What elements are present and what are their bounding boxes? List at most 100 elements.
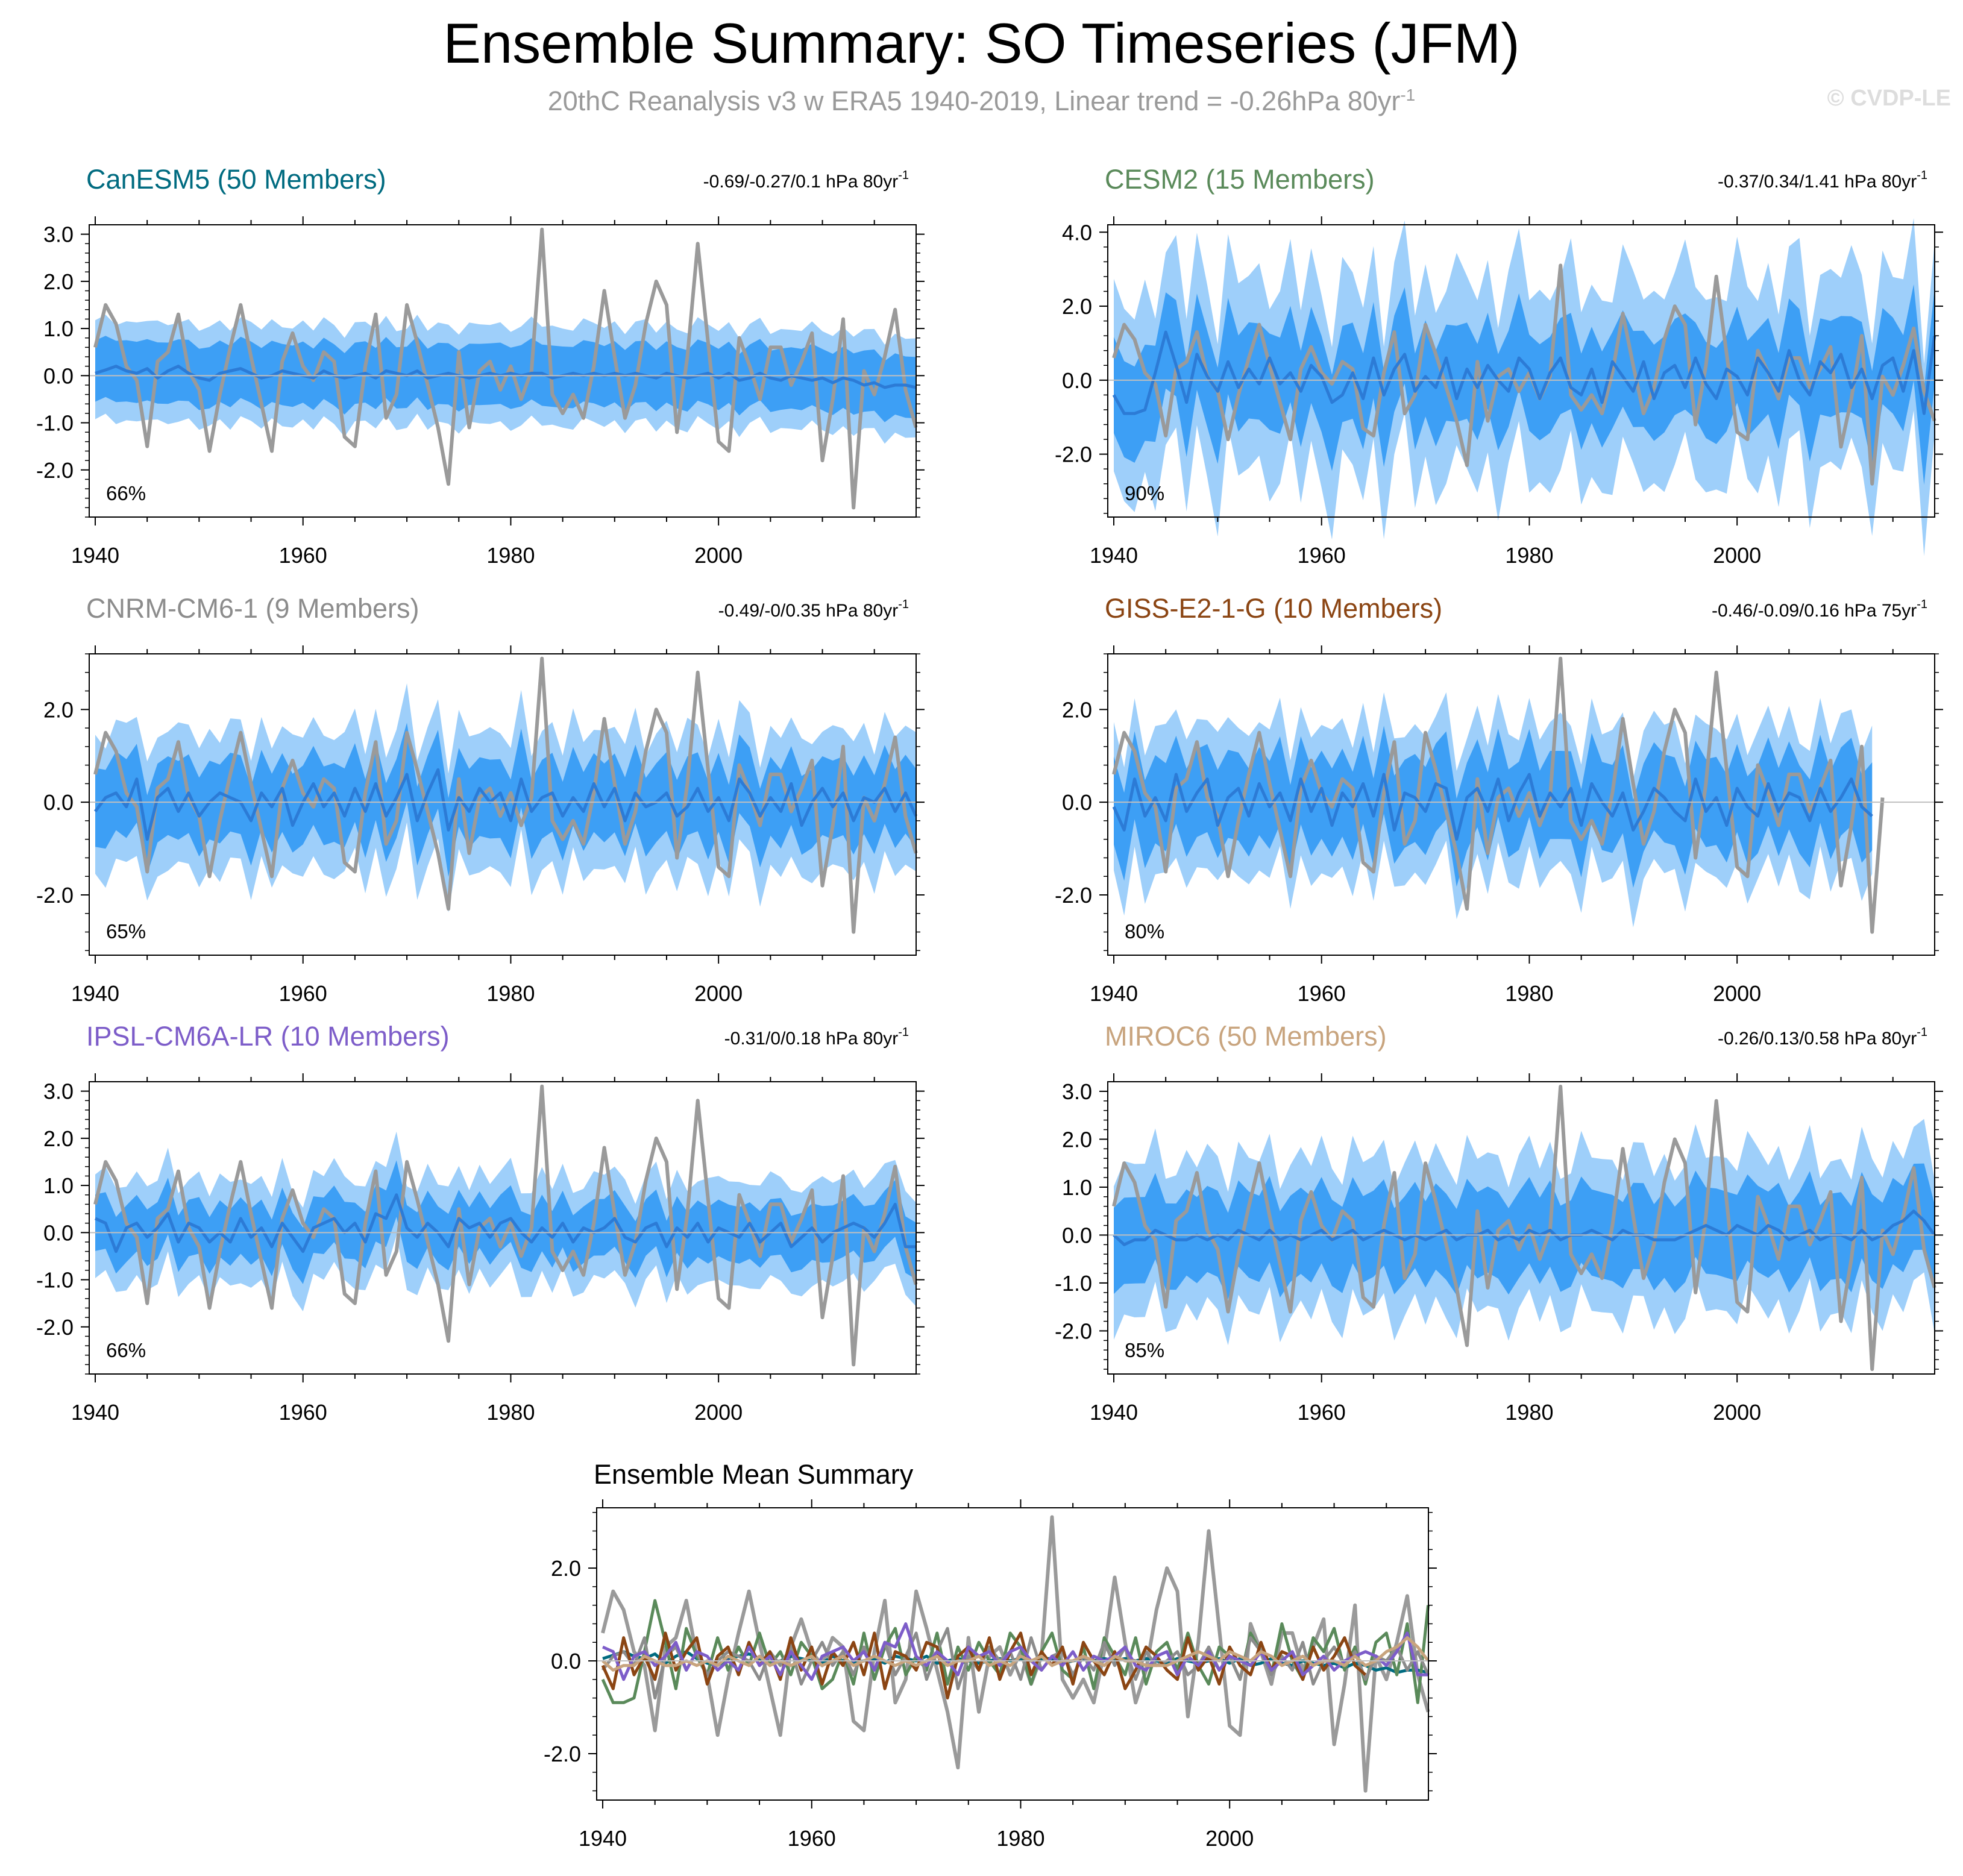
- panel-6-title: MIROC6 (50 Members): [1105, 1021, 1387, 1052]
- panel-4-y-tick-label: 2.0: [1062, 697, 1092, 722]
- panel-5-y-tick-label: 1.0: [43, 1173, 74, 1198]
- panel-6-stats-superscript: -1: [1917, 1026, 1927, 1039]
- panel-5-y-tick-label: -1.0: [36, 1268, 74, 1293]
- panel-1-x-tick-label: 2000: [694, 543, 743, 568]
- panel-1-stats: -0.69/-0.27/0.1 hPa 80yr-1: [703, 169, 909, 192]
- mean-summary-x-tick-label: 1980: [996, 1826, 1044, 1851]
- panel-3-stats-superscript: -1: [898, 598, 909, 611]
- panel-2-frame: [1107, 224, 1935, 518]
- panel-3-y-tick-label: 2.0: [43, 697, 74, 722]
- panel-5-x-tick-label: 1940: [71, 1400, 119, 1425]
- panel-3-stats-text: -0.49/-0/0.35 hPa 80yr: [718, 601, 899, 621]
- panel-3-title: CNRM-CM6-1 (9 Members): [86, 593, 419, 624]
- panel-4-y-tick-label: -2.0: [1055, 883, 1092, 908]
- panel-4-stats: -0.46/-0.09/0.16 hPa 75yr-1: [1712, 598, 1927, 621]
- panel-3-stats: -0.49/-0/0.35 hPa 80yr-1: [718, 598, 909, 621]
- panel-4-stats-superscript: -1: [1917, 598, 1927, 611]
- panel-1-y-tick-label: 2.0: [43, 269, 74, 294]
- panel-3-x-tick-label: 1960: [279, 981, 327, 1006]
- panel-1-frame: [89, 224, 917, 518]
- panel-5-title: IPSL-CM6A-LR (10 Members): [86, 1021, 450, 1052]
- panel-6-y-tick-label: -1.0: [1055, 1271, 1092, 1296]
- panel-4-title: GISS-E2-1-G (10 Members): [1105, 593, 1442, 624]
- mean-summary-y-tick-label: 0.0: [551, 1649, 581, 1674]
- panel-6-y-tick-label: 2.0: [1062, 1127, 1092, 1152]
- panel-6-stats: -0.26/0.13/0.58 hPa 80yr-1: [1718, 1026, 1927, 1049]
- panel-5-frame: [89, 1081, 917, 1375]
- mean-summary-y-tick-label: 2.0: [551, 1556, 581, 1581]
- mean-summary-x-tick-label: 1960: [788, 1826, 836, 1851]
- panel-1-y-tick-label: 1.0: [43, 316, 74, 341]
- panel-6-x-tick-label: 1940: [1090, 1400, 1138, 1425]
- panel-6-y-tick-label: 0.0: [1062, 1223, 1092, 1247]
- mean-summary-line-3: [601, 1627, 1430, 1700]
- panel-2-x-tick-label: 1940: [1090, 543, 1138, 568]
- panel-6-stats-text: -0.26/0.13/0.58 hPa 80yr: [1718, 1029, 1917, 1049]
- panel-1-stats-text: -0.69/-0.27/0.1 hPa 80yr: [703, 172, 899, 192]
- panel-1-x-tick-label: 1960: [279, 543, 327, 568]
- panel-5: -2.0 -1.0 0.0 1.0 2.0 3.0 1940 1960 1980 2000 IPSL…: [36, 1021, 925, 1425]
- panel-6-observed-line: [1112, 1085, 1936, 1371]
- panel-5-stats: -0.31/0/0.18 hPa 80yr-1: [724, 1026, 909, 1049]
- panel-1-y-tick-label: 3.0: [43, 222, 74, 247]
- panel-5-percent-label: 66%: [106, 1339, 146, 1361]
- panel-1-y-tick-label: -2.0: [36, 458, 74, 483]
- panel-5-stats-text: -0.31/0/0.18 hPa 80yr: [724, 1029, 899, 1049]
- panel-6-inner-spread-band: [1114, 1163, 1935, 1299]
- panel-4-y-tick-label: 0.0: [1062, 790, 1092, 815]
- panel-6-percent-label: 85%: [1125, 1339, 1164, 1361]
- panel-2-x-tick-label: 1980: [1505, 543, 1553, 568]
- panel-6-y-tick-label: 1.0: [1062, 1175, 1092, 1200]
- panel-1-y-tick-label: -1.0: [36, 411, 74, 436]
- panel-2: -2.0 0.0 2.0 4.0 1940 1960 1980 2000 CESM2 (15 M…: [1055, 164, 1943, 568]
- panel-1-ensemble-mean-line: [95, 365, 917, 389]
- panel-6-x-tick-label: 1960: [1298, 1400, 1346, 1425]
- panel-1: -2.0 -1.0 0.0 1.0 2.0 3.0 1940 1960 1980 2000 CanE…: [36, 164, 925, 568]
- panel-1-observed-line: [93, 227, 918, 510]
- panel-3-x-tick-label: 1940: [71, 981, 119, 1006]
- panel-5-stats-superscript: -1: [898, 1026, 909, 1039]
- panel-4-x-tick-label: 2000: [1713, 981, 1761, 1006]
- mean-summary-line-5: [601, 1622, 1428, 1681]
- mean-summary-x-tick-label: 2000: [1205, 1826, 1254, 1851]
- panel-4-ensemble-mean-line: [1112, 773, 1873, 841]
- panel-1-title: CanESM5 (50 Members): [86, 164, 386, 195]
- panel-4: -2.0 0.0 2.0 1940 1960 1980 2000 GISS-E2-1-G (1…: [1055, 593, 1943, 1006]
- panel-1-stats-superscript: -1: [898, 169, 909, 182]
- panel-5-y-tick-label: 3.0: [43, 1079, 74, 1104]
- panel-6-y-tick-label: 3.0: [1062, 1079, 1092, 1104]
- panel-5-x-tick-label: 1960: [279, 1400, 327, 1425]
- panel-4-stats-text: -0.46/-0.09/0.16 hPa 75yr: [1712, 601, 1917, 621]
- panel-1-y-tick-label: 0.0: [43, 363, 74, 388]
- panel-2-y-tick-label: -2.0: [1055, 442, 1092, 467]
- panel-4-x-tick-label: 1940: [1090, 981, 1138, 1006]
- page-title: Ensemble Summary: SO Timeseries (JFM): [443, 11, 1520, 75]
- panel-4-x-tick-label: 1980: [1505, 981, 1553, 1006]
- panel-6: -2.0 -1.0 0.0 1.0 2.0 3.0 1940 1960 1980 2000 MIRO…: [1055, 1021, 1943, 1425]
- subtitle-text: 20thC Reanalysis v3 w ERA5 1940-2019, Li…: [547, 86, 1401, 116]
- copyright-watermark: © CVDP-LE: [1827, 86, 1951, 111]
- subtitle-superscript: -1: [1400, 86, 1416, 104]
- panel-2-x-tick-label: 1960: [1298, 543, 1346, 568]
- panel-2-y-tick-label: 2.0: [1062, 294, 1092, 319]
- mean-summary-y-tick-label: -2.0: [544, 1742, 581, 1766]
- panel-1-x-tick-label: 1940: [71, 543, 119, 568]
- panel-5-y-tick-label: 0.0: [43, 1220, 74, 1245]
- panel-3-x-tick-label: 1980: [486, 981, 535, 1006]
- mean-summary-frame: [596, 1507, 1429, 1801]
- panel-6-frame: [1107, 1081, 1935, 1375]
- panel-3: -2.0 0.0 2.0 1940 1960 1980 2000 CNRM-CM6-1 (9 …: [36, 593, 925, 1006]
- panel-3-frame: [89, 653, 917, 956]
- panel-6-x-tick-label: 2000: [1713, 1400, 1761, 1425]
- panel-5-y-tick-label: 2.0: [43, 1126, 74, 1151]
- panel-3-y-tick-label: 0.0: [43, 790, 74, 815]
- panel-2-y-tick-label: 0.0: [1062, 368, 1092, 393]
- panel-2-stats-text: -0.37/0.34/1.41 hPa 80yr: [1718, 172, 1917, 192]
- panel-4-frame: [1107, 653, 1935, 956]
- panel-4-inner-spread-band: [1114, 726, 1873, 888]
- mean-summary-x-tick-label: 1940: [579, 1826, 627, 1851]
- page-subtitle: 20thC Reanalysis v3 w ERA5 1940-2019, Li…: [0, 77, 1963, 119]
- panel-1-x-tick-label: 1980: [486, 543, 535, 568]
- panel-3-x-tick-label: 2000: [694, 981, 743, 1006]
